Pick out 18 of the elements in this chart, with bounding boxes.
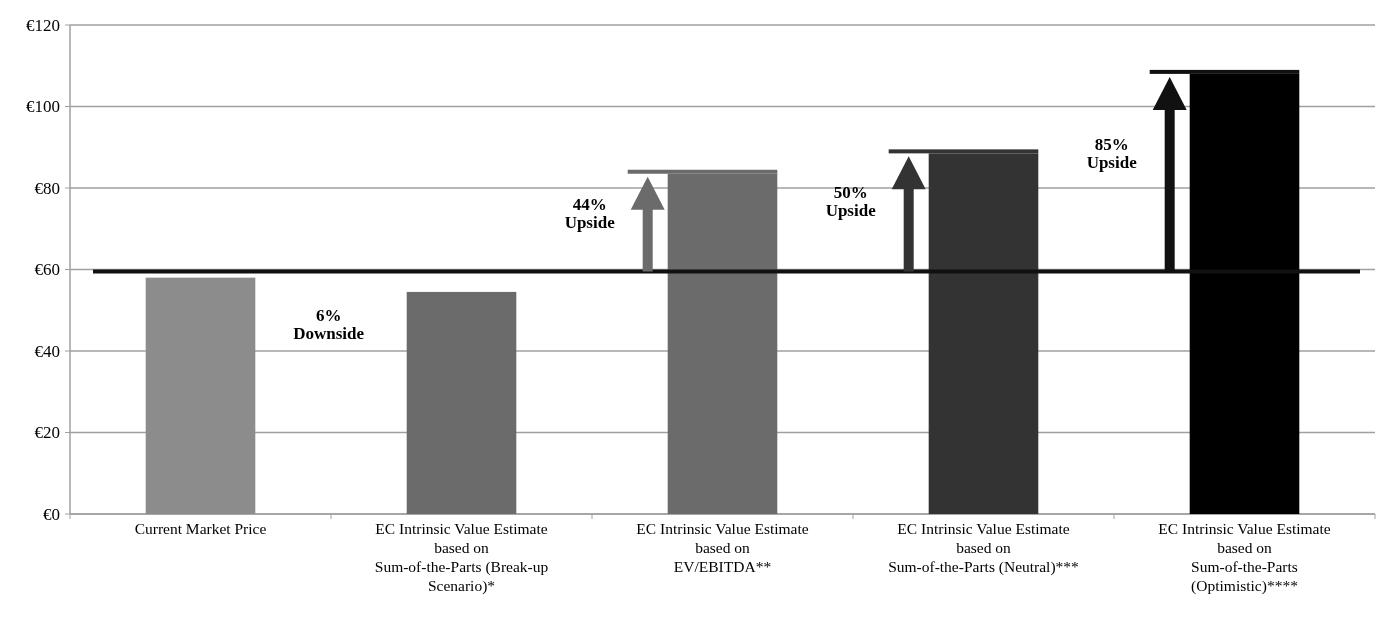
annotation: 85% Upside	[1086, 134, 1138, 172]
x-tick-label: EC Intrinsic Value Estimate based on Sum-of-the-Parts (Optimistic)****	[1158, 520, 1331, 595]
y-tick-label: €80	[34, 178, 60, 198]
annotation: 50% Upside	[825, 182, 877, 220]
annotation: 44% Upside	[564, 194, 616, 232]
y-tick-label: €20	[34, 423, 60, 443]
bar	[406, 291, 517, 514]
x-tick-label: EC Intrinsic Value Estimate based on Sum-of-the-Parts (Break-up Scenario)*	[374, 520, 549, 595]
x-tick-label: Current Market Price	[134, 520, 267, 537]
annotation: 6% Downside	[293, 306, 365, 344]
x-tick-label: EC Intrinsic Value Estimate based on Sum-of-the-Parts (Neutral)***	[888, 520, 1080, 576]
y-tick-label: €60	[34, 260, 60, 280]
y-tick-label: €120	[26, 15, 60, 35]
y-tick-label: €0	[43, 504, 60, 524]
bar	[145, 277, 256, 514]
y-tick-label: €100	[26, 97, 60, 117]
y-tick-label: €40	[34, 341, 60, 361]
x-tick-label: EC Intrinsic Value Estimate based on EV/EBITDA**	[636, 520, 809, 575]
